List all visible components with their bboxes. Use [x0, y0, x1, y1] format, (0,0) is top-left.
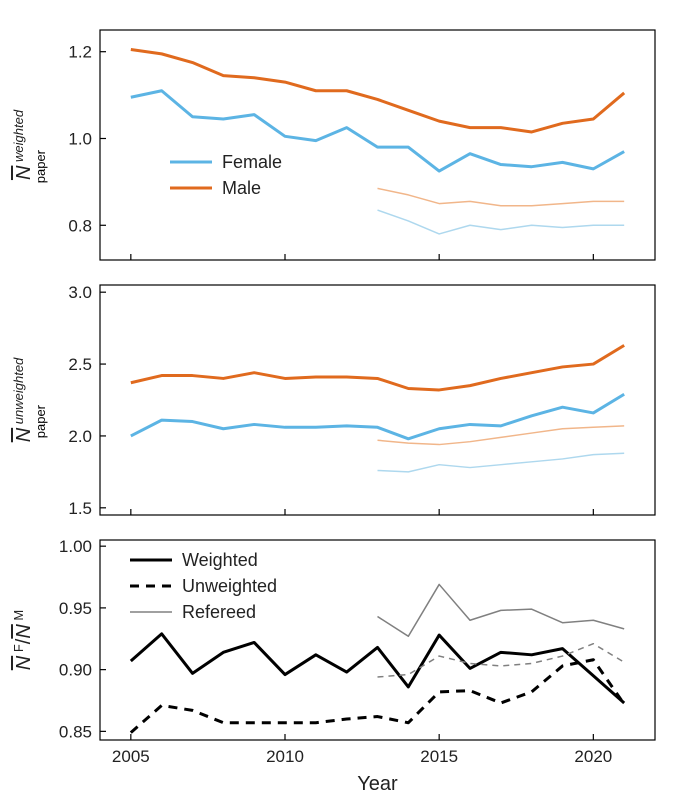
y-tick-label: 0.85	[59, 722, 92, 741]
series-male-unweighted	[131, 345, 624, 390]
series-weighted-ratio	[131, 634, 624, 703]
y-tick-label: 2.5	[68, 355, 92, 374]
panel-weighted: 0.8 1.0 1.2 N weightedpaper Female Male	[11, 30, 655, 260]
panel-frame	[100, 285, 655, 515]
legend-label: Refereed	[182, 602, 256, 622]
x-tick-label: 2020	[574, 747, 612, 766]
legend: Weighted Unweighted Refereed	[130, 550, 277, 622]
legend-label: Male	[222, 178, 261, 198]
chart-svg: 0.81.01.2N weightedpaperFemaleMale1.52.0…	[0, 0, 685, 797]
x-tick-label: 2005	[112, 747, 150, 766]
x-tick-label: 2015	[420, 747, 458, 766]
legend: Female Male	[170, 152, 282, 198]
x-tick-label: 2010	[266, 747, 304, 766]
y-tick-label: 0.90	[59, 661, 92, 680]
series-refereed-solid	[378, 584, 625, 636]
y-tick-label: 3.0	[68, 283, 92, 302]
panel-frame	[100, 540, 655, 740]
legend-label: Weighted	[182, 550, 258, 570]
series-female-weighted-thin	[378, 210, 625, 234]
series-female-unweighted-thin	[378, 453, 625, 472]
legend-label: Female	[222, 152, 282, 172]
y-tick-label: 1.5	[68, 499, 92, 518]
y-tick-label: 1.00	[59, 537, 92, 556]
y-axis-label: N unweighted	[11, 357, 35, 442]
y-axis-label: N weighted	[11, 109, 35, 180]
panel-frame	[100, 30, 655, 260]
series-female-unweighted	[131, 394, 624, 439]
y-axis-label-sub: paper	[33, 149, 48, 183]
y-tick-label: 0.95	[59, 599, 92, 618]
y-tick-label: 1.0	[68, 129, 92, 148]
series-male-weighted-thin	[378, 188, 625, 205]
series-female-weighted	[131, 91, 624, 171]
x-axis-label: Year	[357, 773, 398, 795]
legend-label: Unweighted	[182, 576, 277, 596]
series-unweighted-ratio	[131, 660, 624, 733]
y-axis-label: N F/N M	[11, 610, 35, 670]
panel-unweighted: 1.5 2.0 2.5 3.0 N unweightedpaper	[11, 283, 655, 518]
y-tick-label: 2.0	[68, 427, 92, 446]
panel-ratio: 0.85 0.90 0.95 1.00 2005 2010 2015 2020 N F/N M W…	[11, 537, 655, 766]
y-axis-label-sub: paper	[33, 404, 48, 438]
figure: 0.81.01.2N weightedpaperFemaleMale1.52.0…	[0, 0, 685, 797]
y-tick-label: 1.2	[68, 43, 92, 62]
y-tick-label: 0.8	[68, 216, 92, 235]
series-male-weighted	[131, 50, 624, 132]
